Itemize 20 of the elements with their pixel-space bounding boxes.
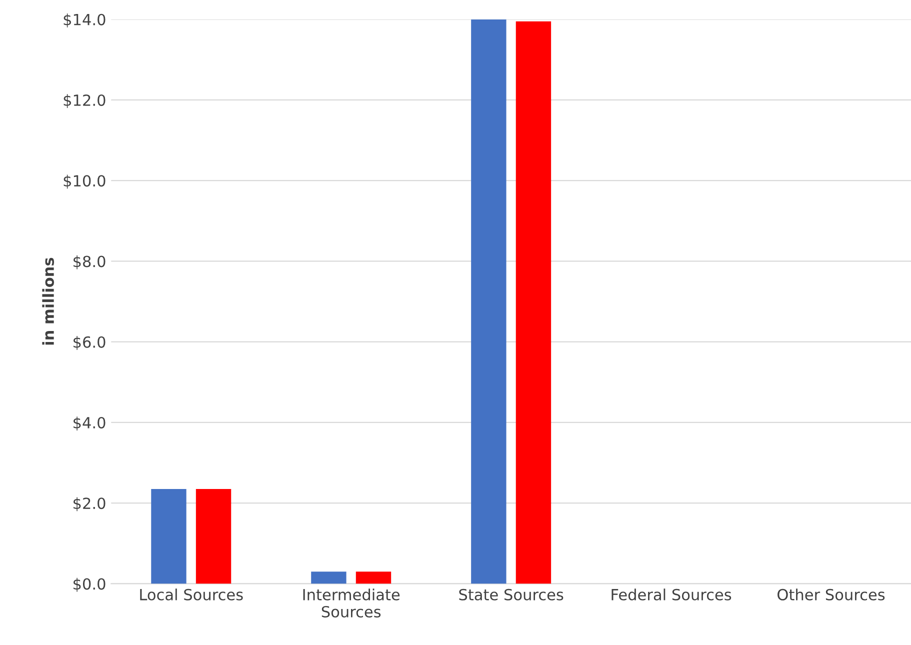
x-tick-label: State Sources [459, 588, 564, 600]
bar [471, 19, 506, 584]
bar [356, 572, 392, 584]
y-tick-label: $8.0 [74, 255, 106, 270]
y-axis-title: in millions [42, 258, 54, 345]
x-tick-label: Federal Sources [612, 588, 732, 600]
y-tick-label: $6.0 [74, 336, 106, 350]
y-tick-label: $2.0 [74, 497, 106, 512]
y-tick-label: $14.0 [64, 14, 106, 28]
bar [311, 572, 346, 584]
y-tick-label: $10.0 [64, 174, 106, 189]
x-tick-label: Intermediate Sources [303, 588, 400, 618]
bar [516, 21, 552, 584]
bar [196, 488, 232, 584]
y-tick-label: $0.0 [74, 578, 106, 592]
x-tick-label: Local Sources [140, 588, 243, 600]
y-tick-label: $12.0 [64, 94, 106, 108]
x-tick-label: Other Sources [778, 588, 885, 600]
y-tick-label: $4.0 [74, 416, 106, 431]
bar [151, 488, 186, 584]
